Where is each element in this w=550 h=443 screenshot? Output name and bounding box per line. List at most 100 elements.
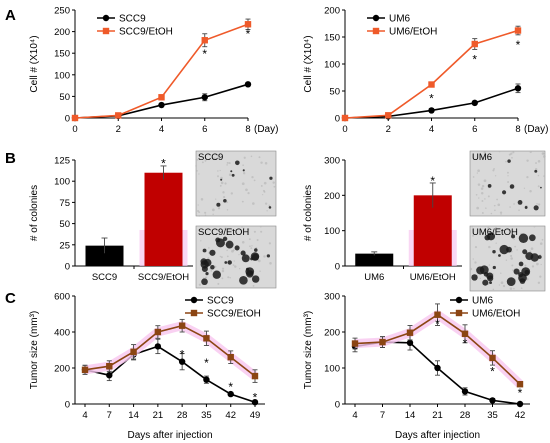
data-point — [158, 94, 165, 101]
x-tick-label: 4 — [352, 410, 357, 421]
texture-speck — [472, 258, 474, 260]
colony — [201, 265, 208, 273]
y-tick-label: 50 — [329, 87, 340, 98]
texture-speck — [511, 264, 514, 267]
texture-speck — [481, 212, 484, 214]
texture-speck — [269, 262, 272, 265]
panel-label-c: C — [5, 290, 16, 307]
texture-speck — [492, 288, 495, 291]
texture-speck — [482, 156, 484, 159]
colony — [511, 234, 516, 239]
data-point — [203, 335, 210, 342]
legend-marker — [190, 296, 198, 304]
colony — [205, 272, 209, 276]
colony — [241, 254, 250, 263]
colony — [518, 233, 529, 243]
texture-speck — [495, 242, 497, 244]
texture-speck — [529, 189, 532, 193]
texture-speck — [520, 287, 523, 289]
texture-speck — [259, 270, 261, 272]
texture-speck — [245, 188, 248, 192]
data-point — [201, 94, 208, 101]
texture-speck — [246, 227, 250, 231]
data-point — [434, 311, 441, 318]
texture-speck — [537, 185, 540, 188]
texture-speck — [197, 209, 200, 212]
colony — [502, 190, 507, 195]
texture-speck — [505, 160, 507, 163]
texture-speck — [472, 234, 475, 237]
y-tick-label: 100 — [324, 364, 340, 375]
colony — [525, 252, 534, 261]
y-tick-label: 0 — [335, 400, 340, 411]
texture-speck — [537, 281, 541, 284]
micrograph-label: UM6/EtOH — [472, 227, 518, 238]
texture-speck — [272, 181, 275, 184]
micrograph-um6-etoh: UM6/EtOH — [469, 225, 546, 292]
texture-speck — [529, 250, 532, 253]
colony — [482, 279, 489, 286]
texture-speck — [507, 171, 509, 174]
texture-speck — [201, 161, 204, 164]
significance-star: * — [161, 156, 166, 170]
colony — [486, 272, 494, 280]
texture-speck — [533, 225, 536, 228]
texture-speck — [242, 227, 245, 230]
x-tick-label: 2 — [116, 124, 121, 135]
texture-speck — [223, 195, 226, 199]
significance-star: * — [430, 174, 435, 188]
data-point — [203, 376, 210, 383]
significance-star: * — [429, 92, 434, 106]
texture-speck — [488, 245, 491, 249]
significance-star: * — [518, 386, 523, 400]
data-point — [385, 112, 392, 119]
colony — [242, 169, 245, 172]
colony — [534, 169, 538, 173]
texture-speck — [264, 202, 268, 205]
colony — [249, 271, 254, 275]
colony — [522, 249, 528, 255]
texture-speck — [509, 287, 513, 290]
texture-speck — [215, 198, 217, 200]
x-tick-label: 21 — [153, 410, 164, 421]
data-point — [406, 339, 414, 346]
texture-speck — [481, 200, 484, 202]
colony — [225, 240, 234, 249]
series-line — [84, 324, 256, 377]
texture-speck — [540, 263, 542, 266]
panel-label-b: B — [5, 150, 16, 167]
y-tick-label: 0 — [335, 262, 340, 273]
y-tick-label: 0 — [65, 400, 70, 411]
data-point — [434, 364, 441, 372]
texture-speck — [493, 273, 495, 275]
texture-speck — [243, 156, 246, 159]
texture-speck — [239, 268, 241, 270]
texture-speck — [512, 269, 514, 272]
y-tick-label: 300 — [324, 156, 340, 167]
texture-speck — [523, 187, 526, 189]
significance-star: * — [253, 391, 258, 405]
texture-speck — [227, 276, 230, 279]
texture-speck — [513, 203, 515, 205]
texture-speck — [238, 254, 240, 256]
data-point — [106, 372, 113, 379]
texture-speck — [530, 247, 534, 250]
texture-speck — [543, 175, 546, 178]
texture-speck — [500, 281, 504, 285]
colony — [223, 199, 227, 203]
texture-speck — [537, 159, 541, 163]
texture-speck — [542, 155, 546, 158]
colony — [492, 265, 496, 270]
texture-speck — [500, 213, 502, 215]
texture-speck — [230, 228, 233, 231]
colony — [518, 261, 524, 267]
texture-speck — [513, 238, 515, 241]
texture-speck — [220, 256, 223, 259]
texture-speck — [204, 159, 207, 162]
texture-speck — [511, 230, 514, 233]
colony — [471, 274, 478, 281]
texture-speck — [476, 206, 480, 210]
data-point — [154, 343, 162, 350]
data-point — [115, 112, 122, 119]
y-tick-label: 75 — [59, 198, 70, 209]
